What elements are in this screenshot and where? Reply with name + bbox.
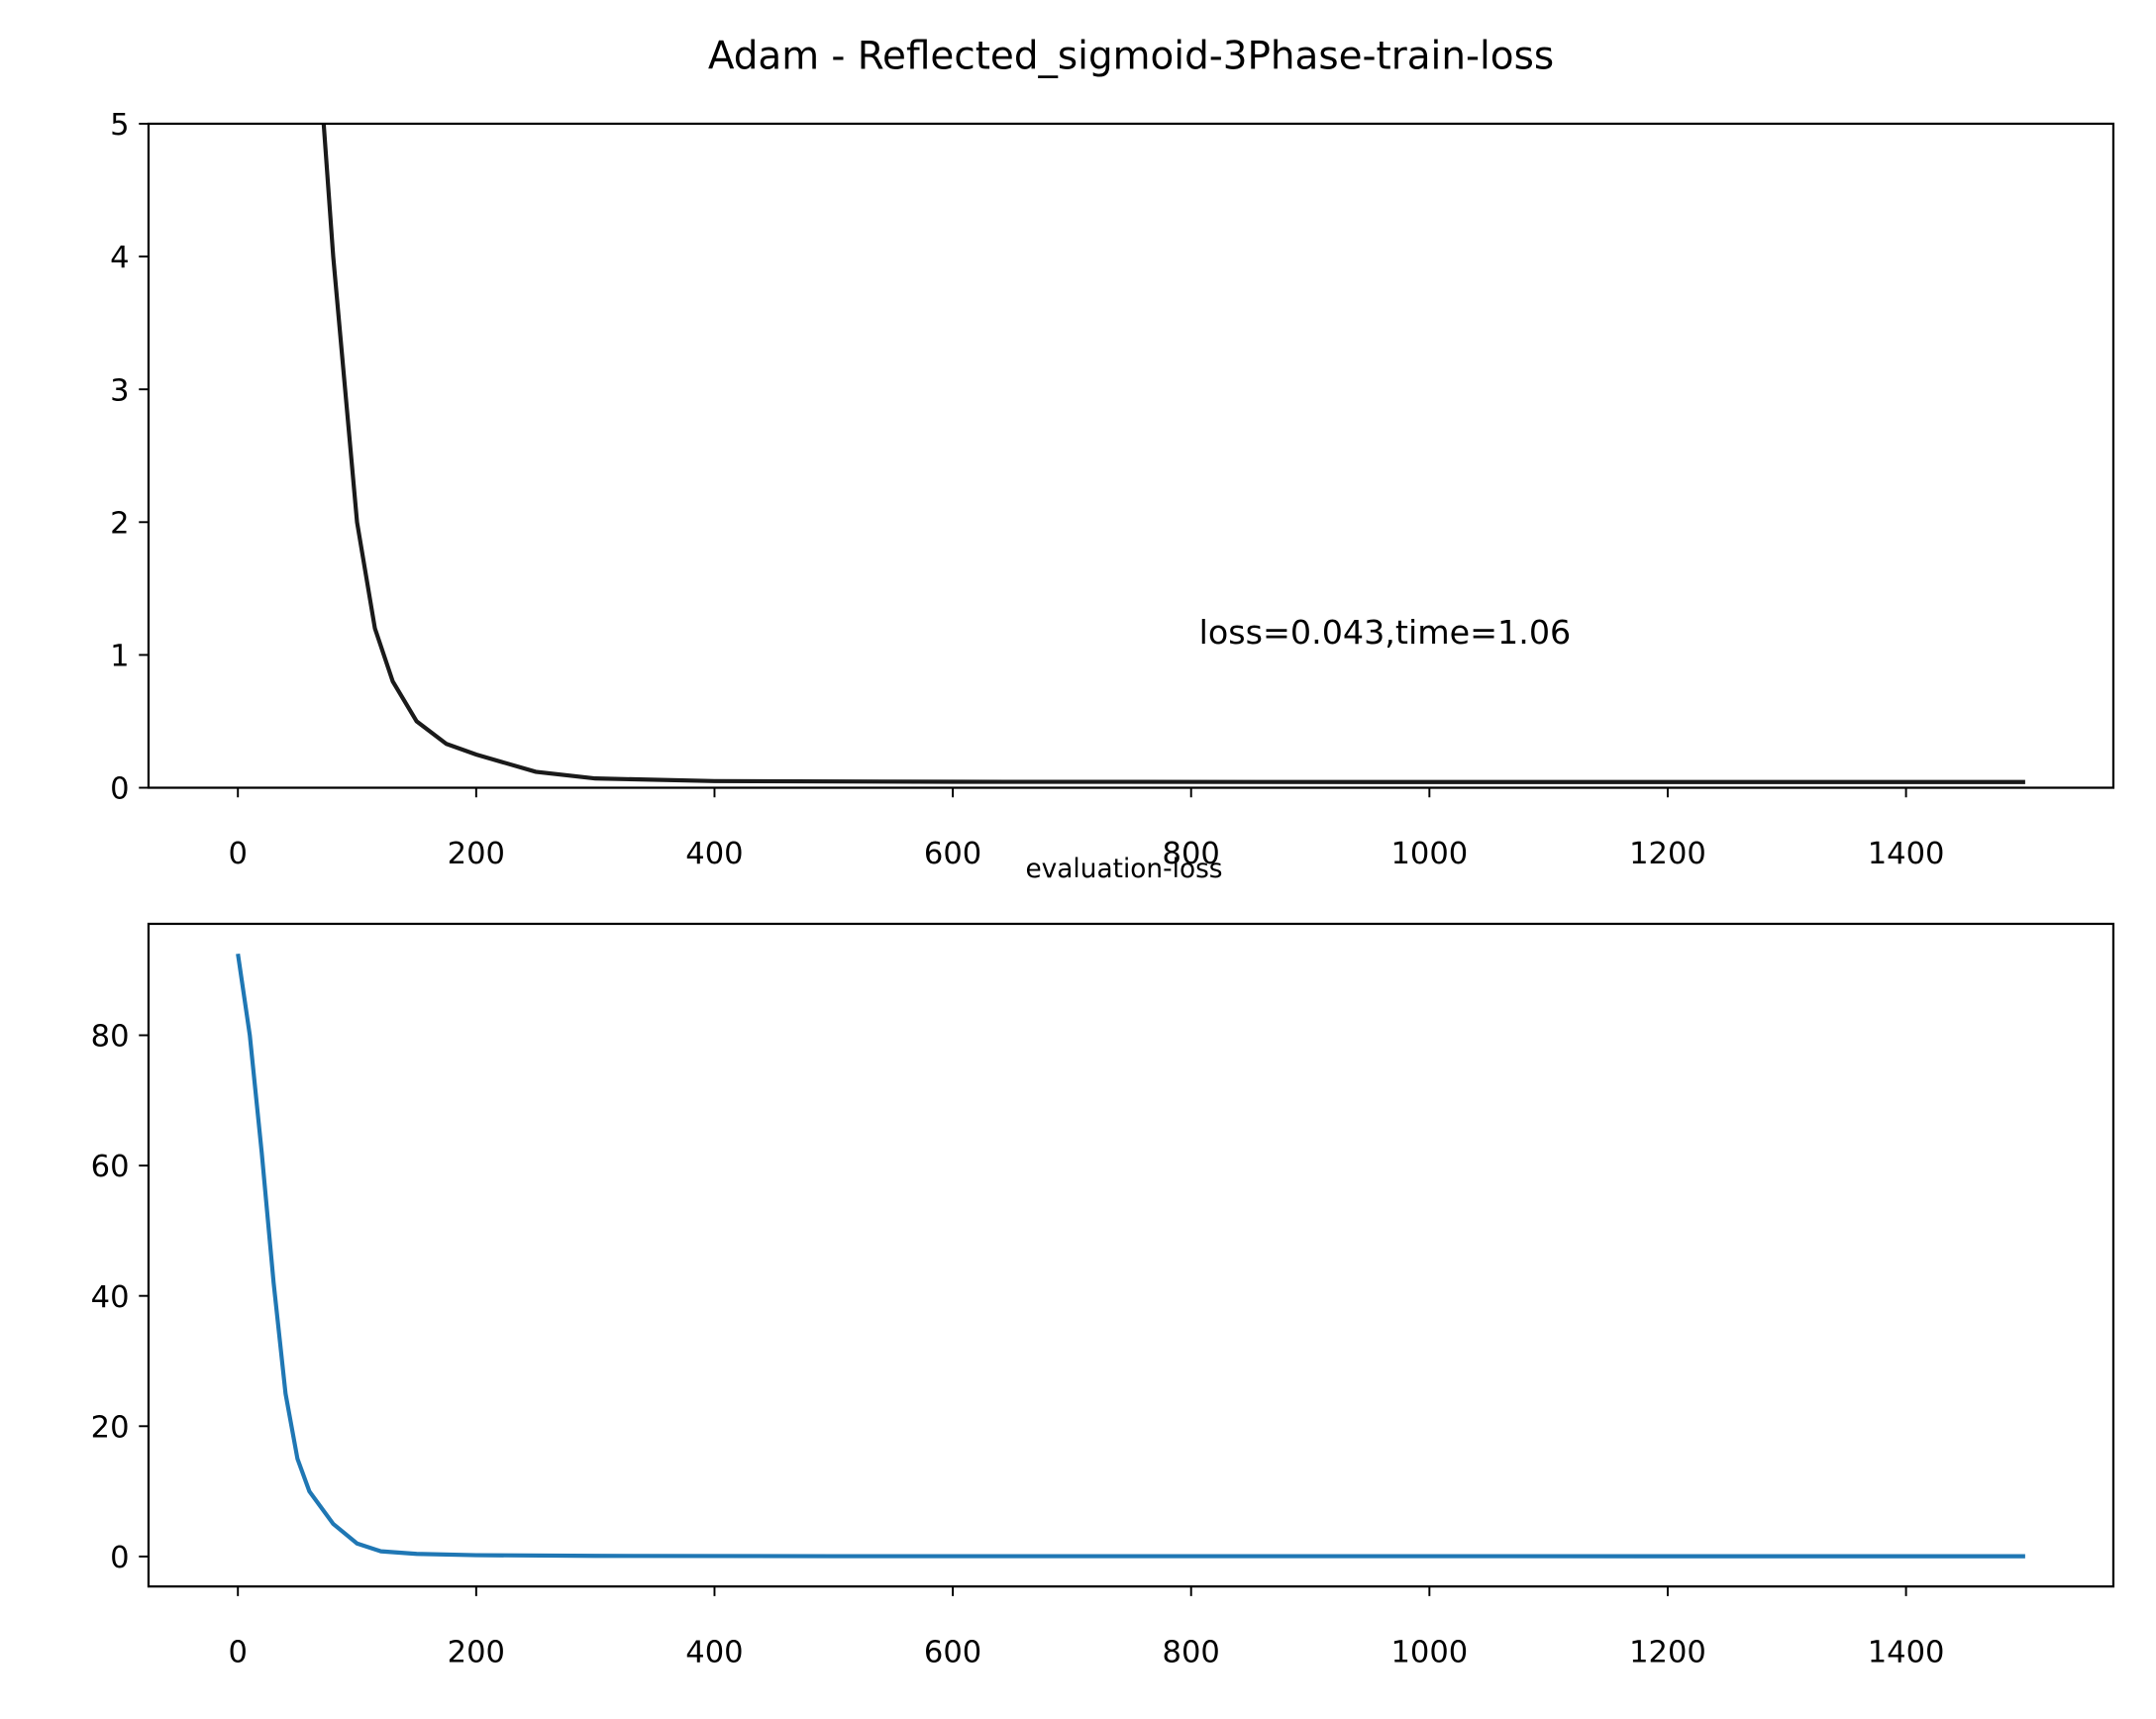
y-tick-label: 1: [110, 640, 129, 674]
line: [321, 123, 2025, 784]
y-tick-label: 4: [110, 241, 129, 275]
y-tick-label: 60: [91, 1150, 130, 1184]
y-tick-label: 40: [91, 1280, 130, 1315]
x-tick-label: 1200: [1629, 1636, 1706, 1670]
x-tick-label: 200: [448, 1636, 505, 1670]
x-tick-label: 1000: [1390, 1636, 1468, 1670]
y-tick-label: 0: [110, 1541, 129, 1575]
x-tick-label: 1400: [1868, 837, 1945, 871]
x-tick-label: 0: [228, 837, 247, 871]
x-tick-label: 600: [924, 837, 981, 871]
x-tick-label: 800: [1163, 837, 1220, 871]
y-tick-label: 2: [110, 506, 129, 541]
x-tick-label: 400: [685, 1636, 743, 1670]
axes-frame: [147, 922, 2115, 1588]
annotation: loss=0.043,time=1.06: [1199, 613, 1572, 652]
x-tick-label: 800: [1163, 1636, 1220, 1670]
chart-title: evaluation-loss: [1025, 855, 1222, 884]
x-tick-label: 1000: [1390, 837, 1468, 871]
y-tick-label: 80: [91, 1020, 130, 1055]
y-tick-label: 20: [91, 1410, 130, 1445]
line: [236, 953, 2025, 1559]
y-tick-label: 5: [110, 108, 129, 143]
axes-frame: [147, 122, 2115, 789]
x-tick-label: 0: [228, 1636, 247, 1670]
x-tick-label: 1200: [1629, 837, 1706, 871]
x-tick-label: 1400: [1868, 1636, 1945, 1670]
x-tick-label: 400: [685, 837, 743, 871]
y-tick-label: 3: [110, 373, 129, 408]
chart-title: Adam - Reflected_sigmoid-3Phase-train-lo…: [708, 34, 1554, 78]
x-tick-label: 200: [448, 837, 505, 871]
x-tick-label: 600: [924, 1636, 981, 1670]
y-tick-label: 0: [110, 772, 129, 807]
